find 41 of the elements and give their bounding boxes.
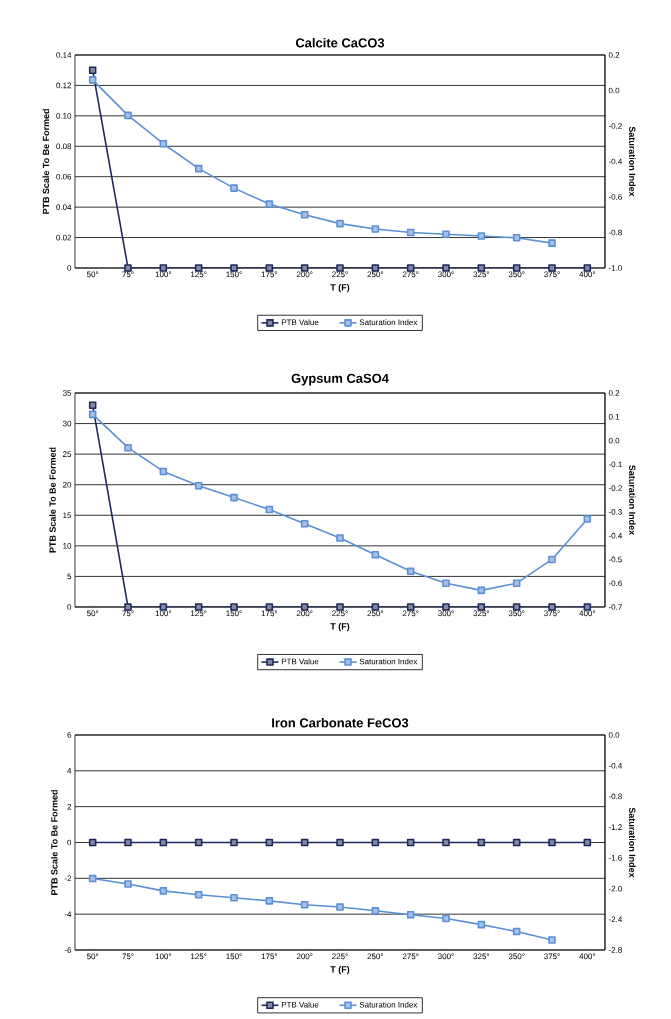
point (371, 907, 380, 915)
point (194, 481, 203, 490)
point (442, 230, 450, 239)
point (159, 887, 168, 895)
point (124, 443, 132, 452)
y-axis-title: PTB Scale To Be Formed (50, 790, 58, 895)
point (124, 111, 132, 120)
point (512, 234, 521, 242)
point (88, 76, 97, 84)
point (336, 534, 344, 542)
point (548, 555, 556, 564)
y-axis-title: PTB Scale To Be Formed (42, 109, 50, 214)
y2-axis-title: Saturation Index (629, 126, 636, 197)
point (336, 219, 344, 228)
point (371, 225, 380, 233)
point (583, 515, 592, 523)
x-axis-title: T (F) (330, 622, 350, 632)
point (265, 897, 274, 905)
point (159, 139, 168, 148)
y-axis-title: PTB Scale To Be Formed (49, 447, 56, 553)
chart-title: Gypsum CaSO4 (291, 373, 389, 386)
point (265, 200, 274, 208)
x-axis-title: T (F) (330, 965, 350, 975)
point (230, 493, 238, 502)
point (124, 880, 132, 888)
point (477, 232, 486, 240)
point (548, 936, 556, 944)
y2-axis-title: Saturation Index (629, 807, 636, 878)
chart-title: Calcite CaCO3 (295, 37, 385, 48)
point (300, 519, 309, 528)
point (548, 239, 556, 247)
point (336, 903, 344, 911)
point (442, 914, 450, 923)
x-axis-title: T (F) (330, 283, 350, 293)
point (230, 893, 238, 902)
point (442, 579, 450, 587)
y2-axis-title: Saturation Index (629, 465, 636, 536)
chart-title: Iron Carbonate FeCO3 (272, 717, 409, 728)
point (300, 210, 309, 219)
point (230, 184, 238, 192)
point (512, 579, 521, 587)
